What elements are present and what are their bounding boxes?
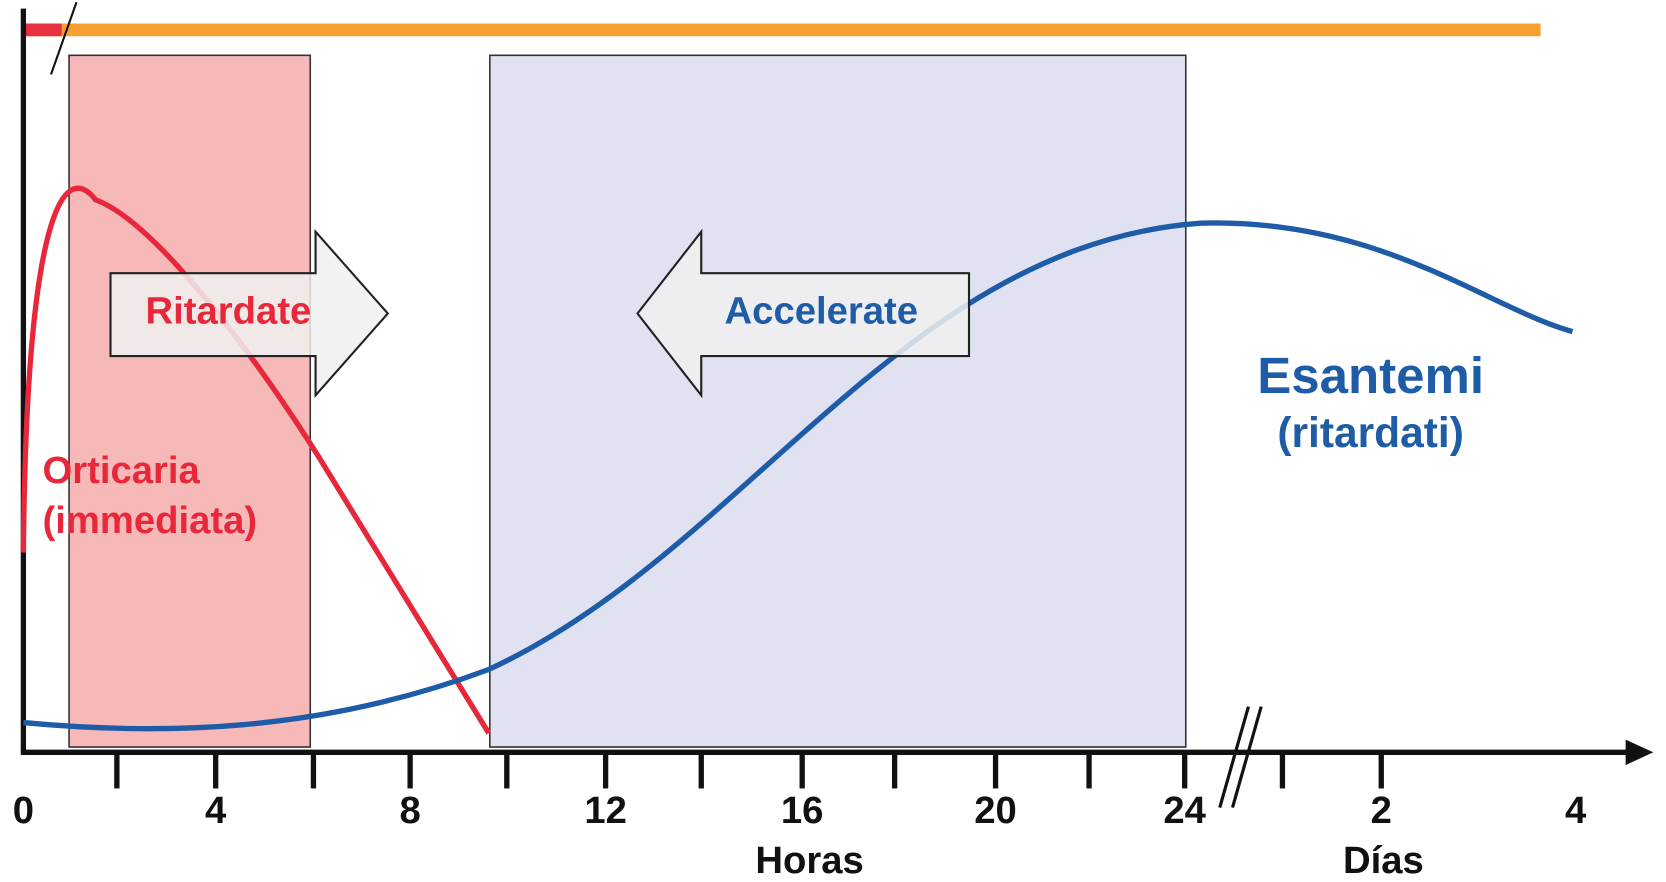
delay-label: Ritardate [146,290,312,333]
axis-break [1220,707,1261,808]
x-tick-label: 24 [1163,789,1206,832]
x-unit-label: Días [1343,839,1424,882]
x-tick-label: 12 [584,789,627,832]
x-tick-label: 0 [13,789,34,832]
exanthem-label: Esantemi [1257,347,1484,404]
tick-marks [117,752,1381,788]
urticaria-label: (immediata) [43,499,258,542]
chart: Ritardate Accelerate Orticaria (immediat… [0,0,1666,882]
x-tick-label: 4 [1565,789,1587,832]
x-tick-label: 20 [974,789,1017,832]
x-tick-label: 8 [399,789,420,832]
urticaria-label: Orticaria [43,449,201,492]
x-tick-label: 2 [1371,789,1392,832]
accelerate-label: Accelerate [725,290,919,333]
axis-arrow [1626,740,1654,766]
exanthem-label: (ritardati) [1277,410,1464,457]
x-tick-label: 4 [205,789,227,832]
x-tick-label: 16 [781,789,824,832]
delay-zone [69,55,310,747]
x-unit-label: Horas [755,839,863,882]
